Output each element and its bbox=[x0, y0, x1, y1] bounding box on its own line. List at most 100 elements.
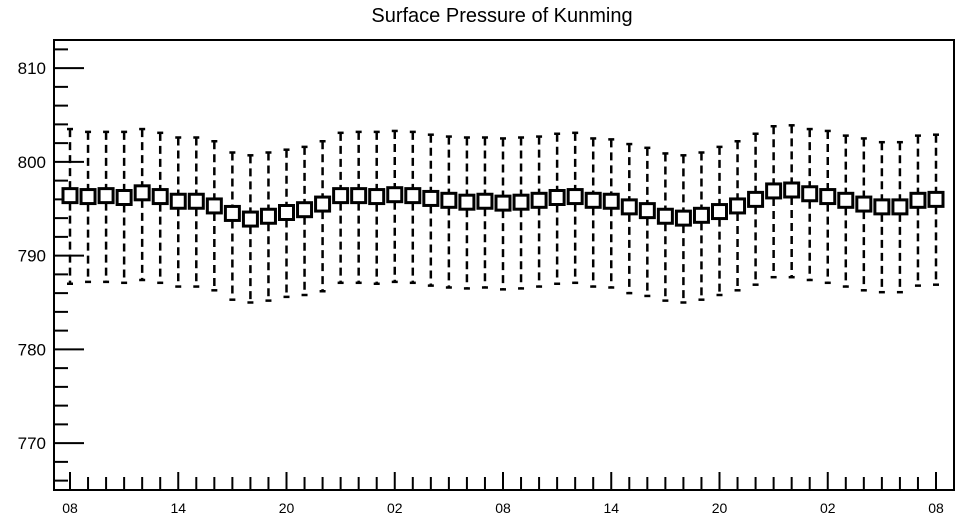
x-tick-label: 08 bbox=[928, 500, 944, 516]
median-box bbox=[332, 187, 350, 205]
box-group bbox=[476, 136, 494, 289]
box-group bbox=[151, 131, 169, 285]
box-group bbox=[368, 130, 386, 285]
box-group bbox=[620, 142, 638, 295]
median-box bbox=[97, 187, 115, 205]
box-group bbox=[332, 131, 350, 285]
median-box bbox=[674, 209, 692, 227]
box-group bbox=[458, 136, 476, 290]
median-box bbox=[296, 201, 314, 219]
median-box bbox=[368, 188, 386, 206]
median-box bbox=[494, 194, 512, 212]
box-group bbox=[711, 145, 728, 297]
box-group bbox=[296, 145, 314, 297]
median-box bbox=[241, 210, 259, 228]
box-group bbox=[350, 130, 368, 285]
box-group bbox=[729, 140, 747, 292]
median-box bbox=[656, 207, 674, 225]
box-group bbox=[891, 140, 909, 294]
box-group bbox=[133, 127, 151, 282]
median-box bbox=[711, 203, 728, 221]
box-group bbox=[602, 138, 620, 289]
median-box bbox=[891, 198, 909, 216]
y-tick-label: 800 bbox=[18, 153, 46, 172]
median-box bbox=[837, 191, 855, 209]
y-tick-label: 790 bbox=[18, 247, 46, 266]
median-box bbox=[278, 204, 295, 221]
median-box bbox=[223, 204, 241, 222]
box-group bbox=[259, 151, 277, 302]
box-group bbox=[97, 130, 115, 284]
box-group bbox=[638, 146, 656, 298]
box-group bbox=[566, 131, 584, 285]
y-tick-label: 770 bbox=[18, 434, 46, 453]
median-box bbox=[783, 181, 801, 199]
box-group bbox=[692, 151, 710, 301]
median-box bbox=[187, 192, 205, 210]
box-group bbox=[819, 129, 837, 285]
box-group bbox=[241, 154, 259, 304]
x-tick-label: 08 bbox=[495, 500, 511, 516]
median-box bbox=[440, 191, 458, 209]
median-box bbox=[79, 188, 97, 206]
box-group bbox=[855, 137, 873, 292]
median-box bbox=[548, 189, 566, 206]
median-box bbox=[909, 191, 927, 209]
x-tick-label: 20 bbox=[712, 500, 728, 516]
box-group bbox=[837, 134, 855, 288]
median-box bbox=[530, 191, 548, 209]
median-box bbox=[259, 207, 277, 225]
box-group bbox=[927, 133, 945, 286]
box-group bbox=[584, 137, 602, 288]
y-tick-label: 810 bbox=[18, 59, 46, 78]
median-box bbox=[801, 185, 819, 203]
median-box bbox=[205, 197, 223, 215]
box-group bbox=[187, 136, 205, 288]
box-group bbox=[530, 135, 548, 288]
box-group bbox=[656, 152, 674, 302]
x-tick-label: 14 bbox=[603, 500, 619, 516]
box-group bbox=[873, 140, 891, 294]
median-box bbox=[620, 198, 638, 216]
median-box bbox=[512, 193, 530, 211]
median-box bbox=[873, 198, 891, 216]
box-series bbox=[61, 124, 945, 304]
box-group bbox=[314, 140, 332, 293]
box-group bbox=[278, 148, 295, 299]
median-box bbox=[855, 195, 873, 213]
box-group bbox=[494, 137, 512, 291]
y-tick-label: 780 bbox=[18, 340, 46, 359]
median-box bbox=[819, 188, 837, 206]
median-box bbox=[566, 188, 584, 206]
box-group bbox=[386, 129, 404, 284]
median-box bbox=[422, 189, 440, 207]
box-group bbox=[765, 125, 783, 279]
median-box bbox=[386, 186, 404, 204]
median-box bbox=[314, 195, 332, 213]
median-box bbox=[584, 191, 602, 209]
median-box bbox=[602, 192, 620, 210]
median-box bbox=[476, 192, 494, 210]
box-group bbox=[548, 132, 566, 285]
box-group bbox=[801, 127, 819, 282]
box-group bbox=[79, 130, 97, 284]
y-axis: 770 780 790 800 810 bbox=[18, 48, 84, 482]
box-group bbox=[440, 135, 458, 289]
box-group bbox=[909, 134, 927, 287]
median-box bbox=[692, 206, 710, 224]
box-group bbox=[512, 136, 530, 290]
box-group bbox=[674, 154, 692, 304]
median-box bbox=[729, 197, 747, 215]
x-tick-label: 20 bbox=[279, 500, 295, 516]
box-group bbox=[422, 133, 440, 287]
box-group bbox=[783, 124, 801, 279]
box-group bbox=[747, 132, 765, 286]
median-box bbox=[151, 188, 169, 206]
median-box bbox=[747, 190, 765, 208]
median-box bbox=[458, 193, 476, 211]
median-box bbox=[927, 190, 945, 208]
median-box bbox=[133, 184, 151, 202]
box-group bbox=[404, 130, 422, 285]
median-box bbox=[61, 187, 79, 205]
